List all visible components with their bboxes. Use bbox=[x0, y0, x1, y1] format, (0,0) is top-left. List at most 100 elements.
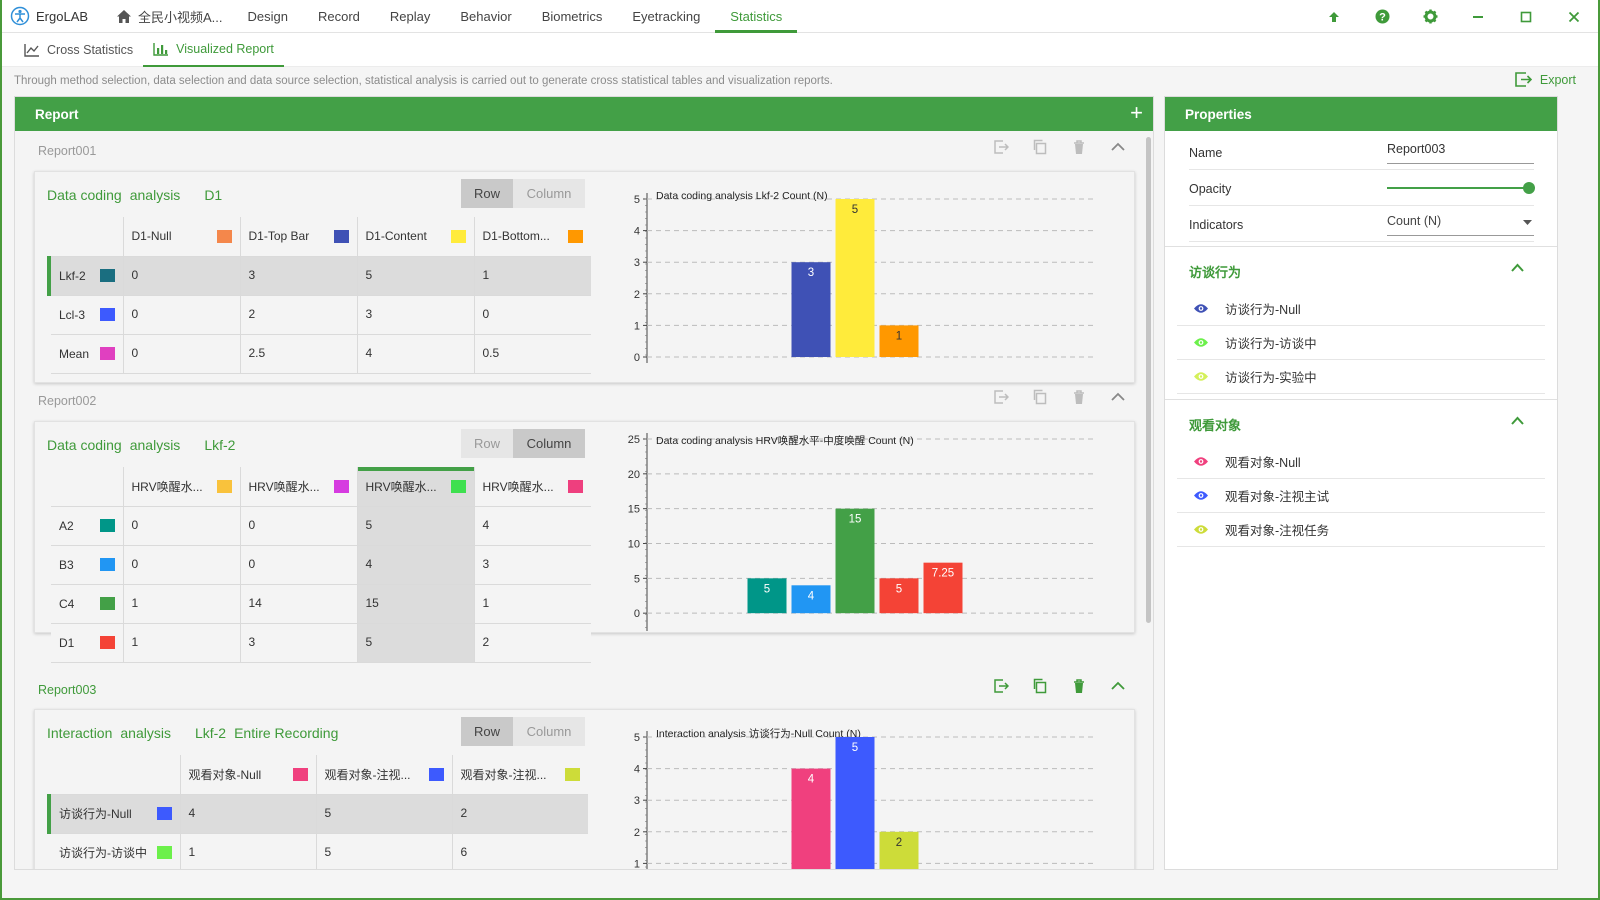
visibility-eye-icon[interactable] bbox=[1177, 524, 1225, 535]
color-swatch[interactable] bbox=[216, 229, 232, 243]
nav-biometrics[interactable]: Biometrics bbox=[541, 8, 603, 24]
copy-icon[interactable] bbox=[1020, 678, 1059, 694]
chart-bar[interactable] bbox=[791, 585, 831, 614]
column-header[interactable]: D1-Bottom... bbox=[474, 217, 591, 257]
table-row[interactable]: Mean 0 2.5 4 0.5 bbox=[49, 334, 591, 374]
color-swatch[interactable] bbox=[99, 269, 115, 282]
opacity-slider-handle[interactable] bbox=[1523, 182, 1535, 194]
upload-icon[interactable] bbox=[1310, 11, 1358, 23]
row-header[interactable]: 访谈行为-Null bbox=[47, 794, 181, 834]
chart-bar[interactable] bbox=[879, 578, 919, 614]
chart-bar[interactable] bbox=[835, 508, 875, 614]
settings-icon[interactable] bbox=[1406, 9, 1454, 24]
row-header[interactable]: Lcl-3 bbox=[49, 295, 124, 335]
color-swatch[interactable] bbox=[156, 846, 172, 859]
color-swatch[interactable] bbox=[568, 479, 583, 493]
color-swatch[interactable] bbox=[333, 229, 349, 243]
chart-bar[interactable] bbox=[835, 199, 875, 357]
column-header[interactable]: D1-Content bbox=[357, 217, 475, 257]
legend-item[interactable]: 访谈行为-访谈中 bbox=[1177, 326, 1545, 360]
minimize-icon[interactable] bbox=[1454, 11, 1502, 23]
color-swatch[interactable] bbox=[99, 519, 115, 532]
report-name-input[interactable]: Report003 bbox=[1387, 140, 1534, 164]
color-swatch[interactable] bbox=[565, 767, 580, 781]
help-icon[interactable]: ? bbox=[1358, 9, 1406, 24]
column-header[interactable]: 观看对象-Null bbox=[180, 755, 317, 795]
color-swatch[interactable] bbox=[99, 308, 115, 321]
legend-group-header[interactable]: 观看对象 bbox=[1189, 415, 1534, 434]
chart-bar[interactable] bbox=[879, 325, 919, 357]
export-button[interactable]: Export bbox=[1515, 72, 1576, 87]
row-toggle-button[interactable]: Row bbox=[461, 179, 513, 208]
visibility-eye-icon[interactable] bbox=[1177, 456, 1225, 467]
delete-icon[interactable] bbox=[1059, 678, 1098, 694]
table-row[interactable]: 访谈行为-Null 4 5 2 bbox=[47, 794, 588, 834]
table-row[interactable]: C4 1 14 15 1 bbox=[49, 584, 591, 624]
row-header[interactable]: C4 bbox=[49, 584, 124, 624]
color-swatch[interactable] bbox=[216, 479, 232, 493]
copy-icon[interactable] bbox=[1020, 389, 1059, 405]
column-toggle-button[interactable]: Column bbox=[513, 179, 585, 208]
column-header[interactable]: HRV唤醒水... bbox=[357, 467, 475, 507]
visibility-eye-icon[interactable] bbox=[1177, 337, 1225, 348]
color-swatch[interactable] bbox=[99, 347, 115, 360]
color-swatch[interactable] bbox=[450, 229, 466, 243]
nav-design[interactable]: Design bbox=[247, 8, 288, 24]
row-toggle-button[interactable]: Row bbox=[461, 717, 513, 746]
table-row[interactable]: Lkf-2 0 3 5 1 bbox=[47, 256, 591, 296]
color-swatch[interactable] bbox=[568, 229, 583, 243]
row-header[interactable]: Mean bbox=[49, 334, 124, 374]
column-header[interactable]: HRV唤醒水... bbox=[474, 467, 591, 507]
column-header[interactable]: D1-Null bbox=[123, 217, 241, 257]
collapse-icon[interactable] bbox=[1098, 139, 1137, 155]
legend-group-header[interactable]: 访谈行为 bbox=[1189, 262, 1534, 281]
indicators-select[interactable]: Count (N) bbox=[1387, 212, 1534, 236]
table-row[interactable]: Lcl-3 0 2 3 0 bbox=[49, 295, 591, 335]
visibility-eye-icon[interactable] bbox=[1177, 371, 1225, 382]
export-report-icon[interactable] bbox=[981, 139, 1020, 155]
legend-item[interactable]: 观看对象-Null bbox=[1177, 445, 1545, 479]
add-report-icon[interactable]: + bbox=[1130, 100, 1143, 125]
row-header[interactable]: 访谈行为-访谈中 bbox=[49, 833, 181, 869]
tab-visualized-report[interactable]: Visualized Report bbox=[143, 33, 284, 67]
table-row[interactable]: A2 0 0 5 4 bbox=[49, 506, 591, 546]
table-row[interactable]: 访谈行为-访谈中 1 5 6 bbox=[49, 833, 588, 869]
chart-bar[interactable] bbox=[791, 262, 831, 357]
chart-bar[interactable] bbox=[791, 768, 831, 870]
nav-eyetracking[interactable]: Eyetracking bbox=[632, 8, 701, 24]
collapse-icon[interactable] bbox=[1098, 678, 1137, 694]
chart-bar[interactable] bbox=[835, 737, 875, 870]
report-name[interactable]: Report001 bbox=[38, 144, 97, 158]
color-swatch[interactable] bbox=[99, 558, 115, 571]
nav-replay[interactable]: Replay bbox=[389, 8, 431, 24]
visibility-eye-icon[interactable] bbox=[1177, 303, 1225, 314]
collapse-group-icon[interactable] bbox=[1511, 413, 1524, 428]
row-header[interactable]: D1 bbox=[49, 623, 124, 663]
column-header[interactable]: 观看对象-注视... bbox=[452, 755, 588, 795]
report-name[interactable]: Report002 bbox=[38, 394, 97, 408]
color-swatch[interactable] bbox=[156, 807, 172, 820]
table-row[interactable]: D1 1 3 5 2 bbox=[49, 623, 591, 663]
color-swatch[interactable] bbox=[428, 767, 444, 781]
maximize-icon[interactable] bbox=[1502, 11, 1550, 23]
close-icon[interactable] bbox=[1550, 11, 1598, 23]
table-row[interactable]: B3 0 0 4 3 bbox=[49, 545, 591, 585]
row-header[interactable]: B3 bbox=[49, 545, 124, 585]
row-toggle-button[interactable]: Row bbox=[461, 429, 513, 458]
collapse-group-icon[interactable] bbox=[1511, 260, 1524, 275]
delete-icon[interactable] bbox=[1059, 389, 1098, 405]
legend-item[interactable]: 访谈行为-实验中 bbox=[1177, 360, 1545, 394]
copy-icon[interactable] bbox=[1020, 139, 1059, 155]
legend-item[interactable]: 观看对象-注视主试 bbox=[1177, 479, 1545, 513]
column-header[interactable]: 观看对象-注视... bbox=[316, 755, 453, 795]
nav-statistics[interactable]: Statistics bbox=[715, 0, 798, 33]
report-name[interactable]: Report003 bbox=[38, 683, 97, 697]
color-swatch[interactable] bbox=[333, 479, 349, 493]
delete-icon[interactable] bbox=[1059, 139, 1098, 155]
legend-item[interactable]: 观看对象-注视任务 bbox=[1177, 513, 1545, 547]
column-header[interactable]: HRV唤醒水... bbox=[240, 467, 358, 507]
chart-bar[interactable] bbox=[923, 562, 963, 614]
row-header[interactable]: Lkf-2 bbox=[47, 256, 124, 296]
project-home-tab[interactable]: 全民小视频A... bbox=[106, 0, 233, 33]
chart-bar[interactable] bbox=[879, 831, 919, 870]
